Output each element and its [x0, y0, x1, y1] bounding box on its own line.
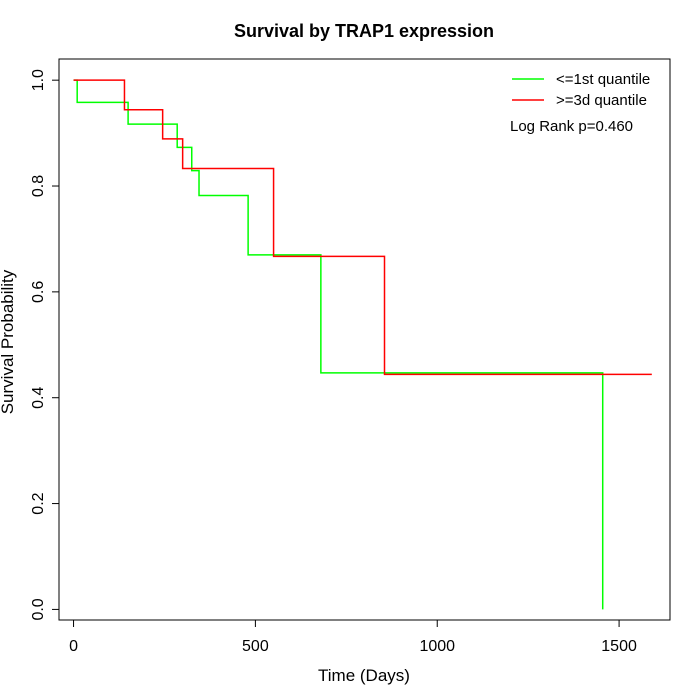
y-tick-label: 0.8 [30, 175, 47, 197]
y-tick-label: 0.6 [30, 281, 47, 303]
x-tick-label: 1500 [601, 638, 637, 655]
curve-series-1 [73, 79, 652, 376]
y-axis: 0.0 0.2 0.4 0.6 0.8 1.0 [30, 69, 60, 621]
log-rank-annotation: Log Rank p=0.460 [510, 118, 633, 135]
y-tick-label: 0.4 [30, 386, 47, 408]
y-tick-label: 1.0 [30, 69, 47, 91]
survival-curves [73, 79, 652, 610]
legend: <=1st quantile >=3d quantile [512, 71, 650, 109]
plot-frame [58, 58, 671, 621]
chart-title: Survival by TRAP1 expression [234, 21, 494, 41]
curve-series-0 [73, 79, 604, 610]
x-tick-label: 0 [69, 638, 78, 655]
y-axis-label: Survival Probability [0, 269, 17, 414]
y-tick-label: 0.2 [30, 492, 47, 514]
x-tick-label: 1000 [419, 638, 455, 655]
y-tick-label: 0.0 [30, 598, 47, 620]
x-tick-label: 500 [242, 638, 269, 655]
legend-label-low: <=1st quantile [556, 71, 650, 88]
x-axis-label: Time (Days) [318, 666, 410, 685]
legend-label-high: >=3d quantile [556, 92, 647, 109]
x-axis: 0 500 1000 1500 [69, 619, 637, 655]
